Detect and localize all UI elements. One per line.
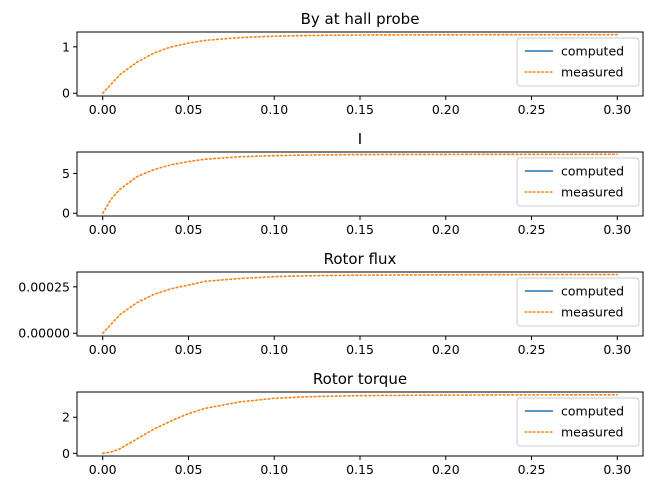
- series-line-measured: [101, 33, 619, 95]
- legend-entry-measured: measured: [561, 305, 623, 320]
- subplot-4: Rotor torque 0.00 0.05 0.10 0.15 0.20 0.25 0.30…: [62, 370, 644, 477]
- x-tick-label: 0.25: [518, 102, 546, 117]
- legend-box: [516, 37, 640, 87]
- legend-entry-computed: computed: [561, 284, 624, 299]
- series-line-measured: [101, 393, 619, 455]
- y-tick-label: 0.00000: [18, 326, 70, 341]
- x-tick-label: 0.20: [432, 222, 460, 237]
- x-tick-label: 0.00: [89, 462, 117, 477]
- y-tick-label: 1: [62, 39, 70, 54]
- y-tick-label: 0: [62, 446, 70, 461]
- legend-box: [516, 157, 640, 207]
- subplot-title: By at hall probe: [301, 10, 420, 28]
- y-tick-label: 0.00025: [18, 279, 70, 294]
- x-tick-label: 0.15: [346, 462, 374, 477]
- x-tick-label: 0.30: [603, 342, 631, 357]
- x-tick-label: 0.30: [603, 102, 631, 117]
- x-tick-label: 0.15: [346, 222, 374, 237]
- x-tick-label: 0.10: [260, 102, 288, 117]
- subplot-title: Rotor torque: [313, 370, 407, 388]
- x-tick-label: 0.10: [260, 462, 288, 477]
- y-tick-label: 5: [62, 166, 70, 181]
- x-tick-label: 0.15: [346, 102, 374, 117]
- x-tick-label: 0.25: [518, 462, 546, 477]
- subplot-title: I: [358, 130, 362, 148]
- y-tick-label: 0: [62, 86, 70, 101]
- x-tick-label: 0.30: [603, 222, 631, 237]
- x-tick-label: 0.05: [175, 102, 203, 117]
- x-tick-label: 0.15: [346, 342, 374, 357]
- y-tick-label: 2: [62, 410, 70, 425]
- series-line-measured: [101, 273, 619, 335]
- subplot-3: Rotor flux 0.00 0.05 0.10 0.15 0.20 0.25 0.30 0.…: [18, 250, 644, 357]
- subplot-2: I 0.00 0.05 0.10 0.15 0.20 0.25 0.30 0 5 computed m…: [62, 130, 644, 237]
- x-tick-label: 0.05: [175, 462, 203, 477]
- x-tick-label: 0.30: [603, 462, 631, 477]
- legend-entry-measured: measured: [561, 185, 623, 200]
- x-tick-label: 0.00: [89, 102, 117, 117]
- legend: computed measured: [516, 157, 640, 207]
- legend: computed measured: [516, 397, 640, 447]
- legend: computed measured: [516, 277, 640, 327]
- x-tick-label: 0.20: [432, 462, 460, 477]
- subplot-title: Rotor flux: [324, 250, 397, 268]
- y-tick-label: 0: [62, 206, 70, 221]
- x-tick-label: 0.25: [518, 222, 546, 237]
- legend-entry-measured: measured: [561, 65, 623, 80]
- x-tick-label: 0.10: [260, 342, 288, 357]
- x-tick-label: 0.05: [175, 222, 203, 237]
- x-tick-label: 0.20: [432, 342, 460, 357]
- x-tick-label: 0.10: [260, 222, 288, 237]
- legend-entry-computed: computed: [561, 164, 624, 179]
- x-tick-label: 0.05: [175, 342, 203, 357]
- legend-box: [516, 397, 640, 447]
- series-line-measured: [101, 153, 619, 215]
- legend-entry-measured: measured: [561, 425, 623, 440]
- x-tick-label: 0.20: [432, 102, 460, 117]
- legend-box: [516, 277, 640, 327]
- x-tick-label: 0.00: [89, 342, 117, 357]
- legend-entry-computed: computed: [561, 44, 624, 59]
- legend: computed measured: [516, 37, 640, 87]
- subplot-1: By at hall probe 0.00 0.05 0.10 0.15 0.20 0.25…: [62, 10, 644, 117]
- x-tick-label: 0.25: [518, 342, 546, 357]
- x-tick-label: 0.00: [89, 222, 117, 237]
- legend-entry-computed: computed: [561, 404, 624, 419]
